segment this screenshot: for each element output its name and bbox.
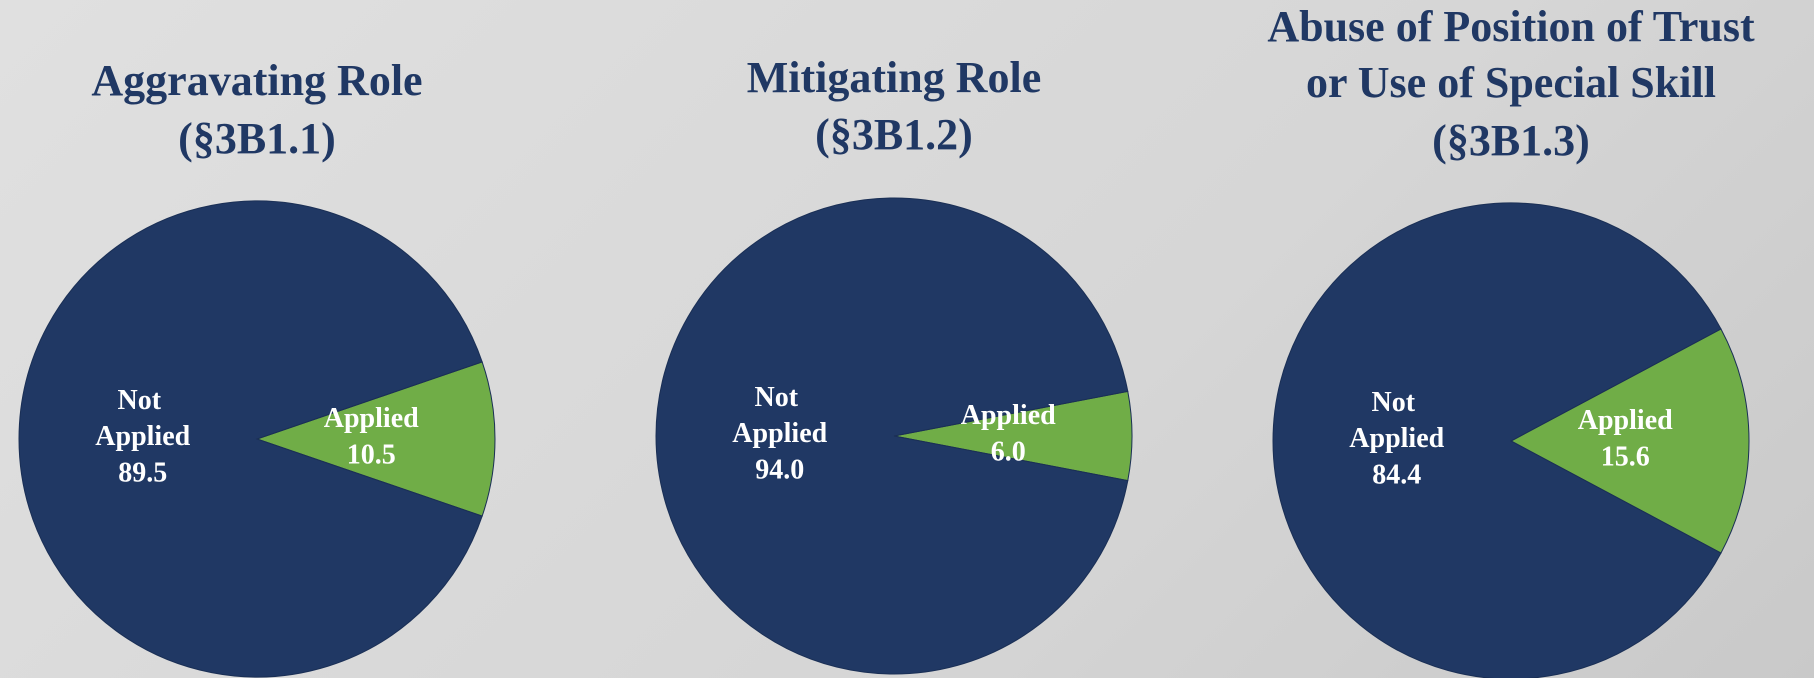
slice-value-label: 15.6: [1601, 441, 1650, 472]
slice-category-label: Not Applied: [1349, 387, 1444, 454]
chart-title: or Use of Special Skill: [1306, 58, 1716, 107]
slice-value-label: 89.5: [118, 457, 167, 488]
chart-title: Aggravating Role: [91, 56, 422, 105]
pie-slice: [1509, 328, 1750, 554]
pie-slice: [655, 197, 1129, 675]
slice-value-label: 6.0: [991, 436, 1026, 467]
slice-category-label: Applied: [961, 400, 1056, 431]
chart-title: (§3B1.1): [178, 114, 336, 163]
chart-title: Mitigating Role: [747, 53, 1042, 102]
pie-slice: [1272, 202, 1722, 678]
slice-value-label: 84.4: [1372, 459, 1421, 490]
slice-value-label: 94.0: [755, 454, 804, 485]
chart-title: (§3B1.2): [815, 110, 973, 159]
slice-category-label: Not Applied: [95, 385, 190, 452]
chart-title: (§3B1.3): [1432, 116, 1590, 165]
slice-category-label: Applied: [1578, 405, 1673, 436]
slice-category-label: Applied: [324, 403, 419, 434]
slice-value-label: 10.5: [347, 439, 396, 470]
slice-category-label: Not Applied: [732, 382, 827, 449]
chart-title: Abuse of Position of Trust: [1267, 2, 1755, 51]
pie-slice: [255, 361, 496, 517]
pie-slice: [18, 200, 483, 678]
